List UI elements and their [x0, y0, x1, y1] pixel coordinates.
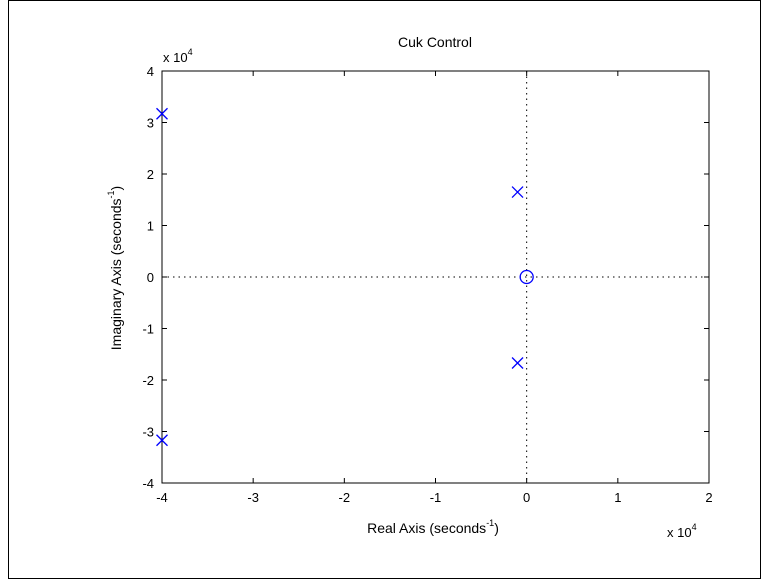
zero-marker [519, 269, 534, 285]
y-exponent-power: 4 [188, 47, 193, 57]
pole-marker [156, 107, 168, 120]
y-tick-label: -1 [142, 322, 154, 337]
x-tick-label: 1 [614, 490, 621, 505]
x-tick-label: -4 [156, 490, 168, 505]
y-axis-label-sup: -1 [106, 190, 116, 198]
y-tick-label: -3 [142, 425, 154, 440]
pole-marker [511, 186, 524, 198]
x-axis-label: Real Axis (seconds-1) [367, 518, 499, 536]
y-tick-label: 2 [147, 167, 154, 182]
y-tick-label: 0 [147, 270, 154, 285]
y-axis-label-text: Imaginary Axis (seconds [108, 198, 124, 350]
plot-area [161, 70, 710, 484]
x-axis-label-close: ) [494, 520, 499, 536]
y-axis-label: Imaginary Axis (seconds-1) [106, 186, 124, 350]
x-tick-label: -1 [430, 490, 442, 505]
x-tick-label: 2 [705, 490, 712, 505]
y-exponent-base: x 10 [163, 50, 188, 65]
y-tick-label: 4 [147, 64, 154, 79]
y-tick-label: 1 [147, 219, 154, 234]
y-tick-label: -2 [142, 373, 154, 388]
x-axis-label-sup: -1 [486, 518, 494, 528]
ticks [161, 70, 710, 484]
x-tick-label: -2 [339, 490, 351, 505]
x-exponent-base: x 10 [667, 525, 692, 540]
x-exponent-power: 4 [692, 522, 697, 532]
pole-marker [156, 434, 168, 447]
x-tick-label: 0 [523, 490, 530, 505]
chart-title: Cuk Control [398, 34, 472, 50]
y-axis-label-close: ) [108, 186, 124, 191]
x-exponent-label: x 104 [667, 522, 697, 540]
x-axis-label-text: Real Axis (seconds [367, 520, 486, 536]
markers [156, 107, 534, 447]
y-exponent-label: x 104 [163, 47, 193, 65]
x-tick-label: -3 [247, 490, 259, 505]
pole-marker [511, 357, 524, 369]
y-tick-label: -4 [142, 476, 154, 491]
y-tick-label: 3 [147, 116, 154, 131]
tick-labels: -4 -3 -2 -1 0 1 2 -4 -3 -2 -1 0 1 2 3 4 [142, 64, 712, 505]
